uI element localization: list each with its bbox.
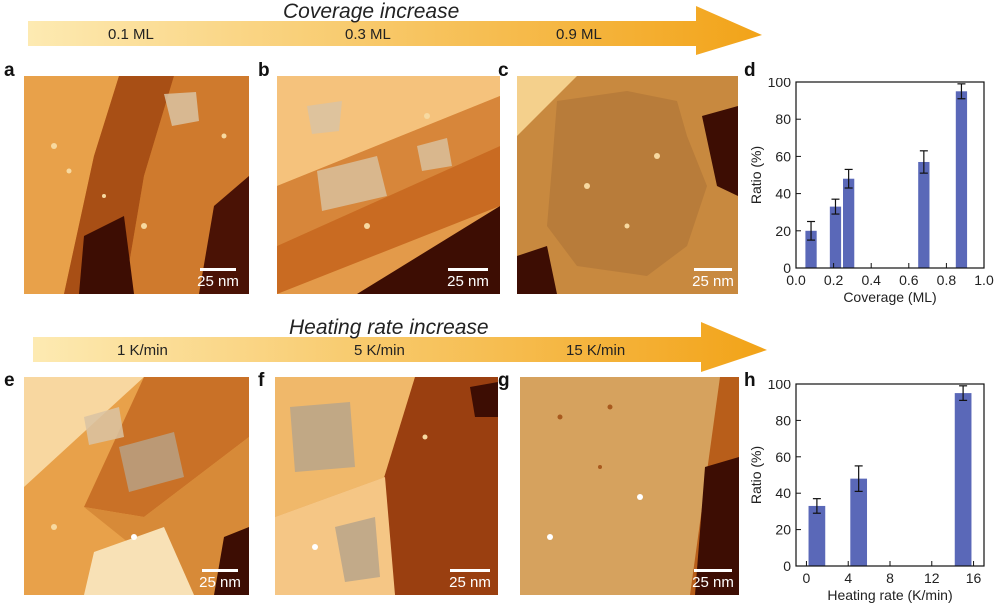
scale-bar-b: 25 nm <box>440 268 496 290</box>
scale-bar-line <box>200 268 236 271</box>
stm-image-g <box>520 377 739 595</box>
bar-2 <box>954 393 972 566</box>
coverage-tick-0.1: 0.1 ML <box>108 26 154 43</box>
coverage-increase-title: Coverage increase <box>283 0 460 23</box>
scale-bar-line <box>202 569 238 572</box>
y-tick-label-4: 80 <box>775 412 791 428</box>
scale-bar-g: 25 nm <box>686 569 740 591</box>
x-tick-label-3: 12 <box>924 570 940 586</box>
heating-tick-15: 15 K/min <box>566 342 626 359</box>
x-tick-label-2: 8 <box>886 570 894 586</box>
scale-bar-line <box>694 268 732 271</box>
scale-bar-label: 25 nm <box>197 273 239 290</box>
scale-bar-line <box>448 268 488 271</box>
bar-1 <box>829 206 842 268</box>
x-tick-label-4: 0.8 <box>937 272 957 288</box>
x-tick-label-0: 0.0 <box>786 272 806 288</box>
bar-3 <box>918 161 930 268</box>
bar-4 <box>955 91 968 268</box>
stm-image-c <box>517 76 738 294</box>
scale-bar-a: 25 nm <box>192 268 244 290</box>
scale-bar-c: 25 nm <box>686 268 740 290</box>
y-tick-label-3: 60 <box>775 148 791 164</box>
stm-image-b <box>277 76 500 294</box>
heating-tick-1: 1 K/min <box>117 342 168 359</box>
plot-frame <box>795 81 985 269</box>
chart-h-heating-rate-ratio: 0 20 40 60 80 100 0 4 8 12 16 Heating rate (K/min) R… <box>748 380 985 603</box>
x-axis-label: Coverage (ML) <box>843 289 936 305</box>
panel-letter-b: b <box>258 60 270 81</box>
x-tick-label-1: 4 <box>844 570 852 586</box>
x-tick-label-0: 0 <box>803 570 811 586</box>
scale-bar-line <box>694 569 732 572</box>
bar-1 <box>850 478 868 566</box>
panel-letter-e: e <box>4 370 15 391</box>
scale-bar-line <box>450 569 490 572</box>
coverage-increase-arrow <box>28 6 762 55</box>
x-axis-label: Heating rate (K/min) <box>827 587 952 603</box>
x-tick-label-3: 0.6 <box>899 272 919 288</box>
coverage-tick-0.3: 0.3 ML <box>345 26 391 43</box>
coverage-tick-0.9: 0.9 ML <box>556 26 602 43</box>
scale-bar-f: 25 nm <box>442 569 498 591</box>
scale-bar-label: 25 nm <box>447 273 489 290</box>
y-tick-label-4: 80 <box>775 111 791 127</box>
y-tick-label-5: 100 <box>768 78 792 90</box>
stm-image-e <box>24 377 249 595</box>
scale-bar-label: 25 nm <box>692 574 734 591</box>
y-tick-label-5: 100 <box>768 380 792 392</box>
panel-letter-f: f <box>258 370 265 391</box>
bar-0 <box>805 230 817 268</box>
bar-0 <box>808 505 826 566</box>
y-tick-label-2: 40 <box>775 186 791 202</box>
y-tick-label-1: 20 <box>775 223 791 239</box>
y-tick-label-0: 0 <box>783 260 791 276</box>
panel-letter-g: g <box>498 370 510 391</box>
heating-rate-increase-arrow <box>33 322 767 372</box>
y-axis-label: Ratio (%) <box>748 446 764 504</box>
x-tick-label-4: 16 <box>966 570 982 586</box>
heating-tick-5: 5 K/min <box>354 342 405 359</box>
scale-bar-label: 25 nm <box>199 574 241 591</box>
heating-rate-increase-title: Heating rate increase <box>289 316 489 339</box>
stm-image-a <box>24 76 249 294</box>
chart-d-coverage-ratio: 0 20 40 60 80 100 0.0 0.2 0.4 0.6 0.8 1.0 Coverage (… <box>748 78 994 305</box>
scale-bar-label: 25 nm <box>449 574 491 591</box>
panel-letter-d: d <box>744 60 756 81</box>
panel-letter-a: a <box>4 60 15 81</box>
x-tick-label-5: 1.0 <box>974 272 994 288</box>
y-tick-label-0: 0 <box>783 558 791 574</box>
y-tick-label-3: 60 <box>775 449 791 465</box>
stm-image-f <box>275 377 498 595</box>
y-tick-label-1: 20 <box>775 522 791 538</box>
y-tick-label-2: 40 <box>775 485 791 501</box>
x-tick-label-2: 0.4 <box>861 272 881 288</box>
scale-bar-e: 25 nm <box>194 569 246 591</box>
scale-bar-label: 25 nm <box>692 273 734 290</box>
x-tick-label-1: 0.2 <box>824 272 844 288</box>
y-axis-label: Ratio (%) <box>748 146 764 204</box>
panel-letter-c: c <box>498 60 509 81</box>
panel-letter-h: h <box>744 370 756 391</box>
bar-2 <box>843 178 855 268</box>
